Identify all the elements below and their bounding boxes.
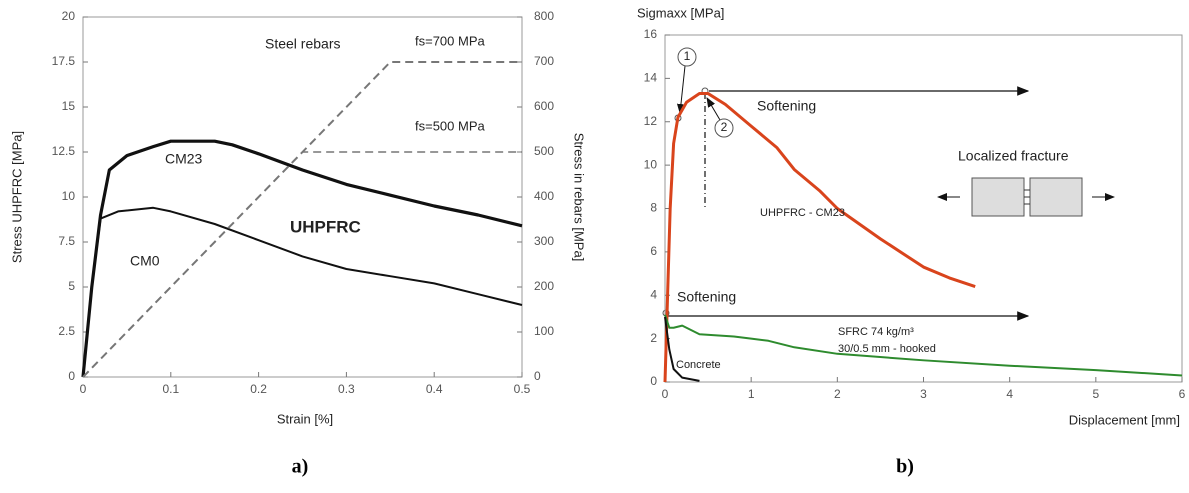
y-tick-label: 10 bbox=[644, 157, 658, 171]
x-tick-label: 3 bbox=[920, 387, 927, 401]
y2-tick-label: 200 bbox=[534, 279, 554, 293]
annotation: Softening bbox=[677, 289, 736, 305]
series-label: fs=500 MPa bbox=[415, 118, 486, 133]
y-tick-label: 2.5 bbox=[58, 324, 75, 338]
x-axis-label: Strain [%] bbox=[277, 411, 333, 426]
series-label: CM23 bbox=[165, 151, 203, 167]
x-tick-label: 0 bbox=[80, 382, 87, 396]
y-tick-label: 5 bbox=[68, 279, 75, 293]
plot-frame bbox=[82, 16, 523, 378]
y2-tick-label: 400 bbox=[534, 189, 554, 203]
x-tick-label: 0.5 bbox=[514, 382, 531, 396]
x-tick-label: 0 bbox=[662, 387, 669, 401]
series-line bbox=[664, 316, 700, 382]
y-tick-label: 0 bbox=[68, 369, 75, 383]
y-tick-label: 10 bbox=[62, 189, 76, 203]
series-line bbox=[664, 314, 1183, 377]
series-line bbox=[82, 206, 523, 378]
y-axis-label: Sigmaxx [MPa] bbox=[637, 5, 724, 20]
y-tick-label: 6 bbox=[650, 244, 657, 258]
x-tick-label: 2 bbox=[834, 387, 841, 401]
y-tick-label: 4 bbox=[650, 287, 657, 301]
series-line bbox=[81, 139, 523, 378]
series-label: UHPFRC - CM23 bbox=[760, 207, 845, 219]
y-tick-label: 2 bbox=[650, 331, 657, 345]
annotation: 1 bbox=[684, 49, 691, 63]
y-axis-label: Stress UHPFRC [MPa] bbox=[9, 131, 24, 263]
series-label: CM0 bbox=[130, 253, 160, 269]
y-tick-label: 14 bbox=[644, 71, 658, 85]
x-tick-label: 4 bbox=[1006, 387, 1013, 401]
y-tick-label: 12.5 bbox=[52, 144, 76, 158]
series-line bbox=[82, 151, 522, 378]
y2-tick-label: 300 bbox=[534, 234, 554, 248]
y-tick-label: 12 bbox=[644, 114, 658, 128]
y-tick-label: 17.5 bbox=[52, 54, 76, 68]
series-line bbox=[663, 92, 976, 383]
y-tick-label: 8 bbox=[650, 201, 657, 215]
y-tick-label: 20 bbox=[62, 9, 76, 23]
annotation: Softening bbox=[757, 98, 816, 114]
annotation: UHPFRC bbox=[290, 217, 361, 236]
caption: a) bbox=[292, 456, 309, 478]
x-tick-label: 0.4 bbox=[426, 382, 443, 396]
annotation: Steel rebars bbox=[265, 36, 340, 52]
x-tick-label: 1 bbox=[748, 387, 755, 401]
series-label: fs=700 MPa bbox=[415, 33, 486, 48]
plot-frame bbox=[664, 34, 1183, 383]
annotation: 2 bbox=[721, 120, 728, 134]
y2-tick-label: 100 bbox=[534, 324, 554, 338]
decorations bbox=[662, 47, 1115, 321]
x-tick-label: 0.2 bbox=[250, 382, 267, 396]
y2-axis-label: Stress in rebars [MPa] bbox=[572, 133, 587, 262]
caption: b) bbox=[896, 456, 914, 478]
y-tick-label: 15 bbox=[62, 99, 76, 113]
y2-tick-label: 700 bbox=[534, 54, 554, 68]
annotation: Localized fracture bbox=[958, 148, 1069, 164]
annotation: 30/0.5 mm - hooked bbox=[838, 343, 936, 355]
x-tick-label: 5 bbox=[1092, 387, 1099, 401]
y2-tick-label: 500 bbox=[534, 144, 554, 158]
y-tick-label: 7.5 bbox=[58, 234, 75, 248]
x-axis-label: Displacement [mm] bbox=[1069, 412, 1180, 427]
x-tick-label: 0.3 bbox=[338, 382, 355, 396]
y2-tick-label: 600 bbox=[534, 99, 554, 113]
y2-tick-label: 0 bbox=[534, 369, 541, 383]
x-tick-label: 6 bbox=[1179, 387, 1186, 401]
series-label: SFRC 74 kg/m³ bbox=[838, 326, 914, 338]
series-label: Concrete bbox=[676, 359, 721, 371]
y-tick-label: 0 bbox=[650, 374, 657, 388]
y-tick-label: 16 bbox=[644, 27, 658, 41]
y2-tick-label: 800 bbox=[534, 9, 554, 23]
x-tick-label: 0.1 bbox=[162, 382, 179, 396]
